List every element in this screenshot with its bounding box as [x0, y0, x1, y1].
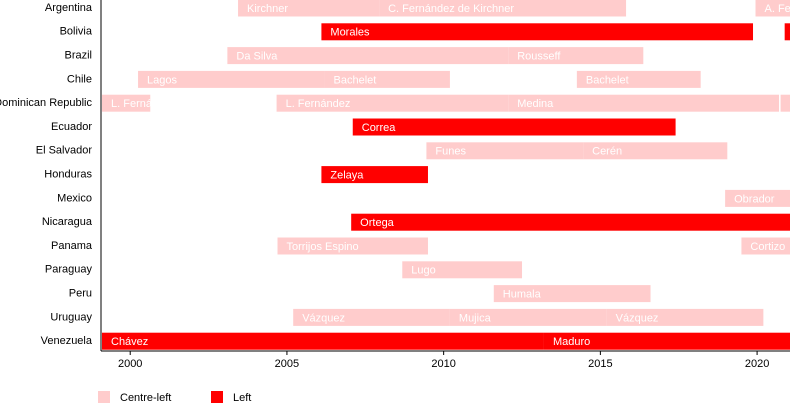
term-label: Vázquez — [616, 312, 659, 324]
term-label: Humala — [503, 289, 542, 301]
term-bar — [725, 189, 790, 207]
term-bar — [508, 47, 644, 65]
term-label: Da Silva — [236, 51, 278, 63]
term-label: Bachelet — [334, 74, 377, 86]
term-bar — [576, 70, 701, 88]
term-label: A. Fe — [765, 3, 791, 15]
term-bar — [606, 308, 764, 326]
term-bar — [543, 332, 790, 350]
term-label: Morales — [330, 27, 370, 39]
term-label: Correa — [362, 122, 397, 134]
legend-label: Left — [233, 392, 251, 404]
row-label: Venezuela — [41, 335, 93, 347]
row-label: Honduras — [44, 169, 92, 181]
term-bar — [352, 118, 676, 136]
row-label: Peru — [69, 288, 92, 300]
term-bar — [102, 332, 544, 350]
term-bar — [277, 237, 428, 255]
row-label: Panama — [51, 240, 93, 252]
term-bar — [755, 0, 790, 17]
row-label: Nicaragua — [42, 216, 93, 228]
term-label: Bachelet — [586, 74, 629, 86]
term-bar — [426, 142, 584, 160]
term-bar — [293, 308, 450, 326]
row-label: Uruguay — [50, 311, 92, 323]
term-label: Maduro — [553, 336, 590, 348]
row-label: Mexico — [57, 192, 92, 204]
term-label: Chávez — [111, 336, 148, 348]
term-label: Kirchner — [247, 3, 288, 15]
row-label: Bolivia — [60, 26, 93, 38]
row-label: Argentina — [45, 2, 93, 14]
row-label: Dominican Republic — [0, 97, 92, 109]
term-label: L. Fernández — [286, 98, 351, 110]
term-label: Cerén — [592, 146, 622, 158]
term-label: C. Fernández de Kirchner — [388, 3, 514, 15]
term-bar — [784, 23, 790, 41]
term-bar — [583, 142, 728, 160]
legend-swatch — [98, 391, 110, 403]
term-label: L. Fernán — [111, 98, 158, 110]
term-label: Vázquez — [302, 312, 345, 324]
term-bar — [780, 94, 790, 112]
row-label: Brazil — [64, 50, 92, 62]
term-bar — [493, 285, 651, 303]
term-label: Mujica — [459, 312, 492, 324]
term-bar — [351, 213, 790, 231]
term-label: Ortega — [360, 217, 395, 229]
term-label: Lagos — [147, 74, 177, 86]
term-label: Rousseff — [517, 51, 561, 63]
term-label: Lugo — [411, 265, 435, 277]
term-label: Obrador — [734, 193, 775, 205]
term-bar — [449, 308, 607, 326]
row-label: El Salvador — [36, 145, 93, 157]
row-label: Paraguay — [45, 264, 93, 276]
term-label: Zelaya — [330, 170, 364, 182]
term-bar — [508, 94, 780, 112]
x-tick-label: 2005 — [275, 358, 299, 370]
term-label: Funes — [435, 146, 466, 158]
term-bar — [102, 94, 151, 112]
term-bar — [379, 0, 627, 17]
term-bar — [138, 70, 325, 88]
term-label: Cortizo — [750, 241, 785, 253]
term-bar — [276, 94, 509, 112]
x-tick-label: 2010 — [431, 358, 455, 370]
x-tick-label: 2015 — [588, 358, 612, 370]
term-label: Medina — [517, 98, 554, 110]
x-tick-label: 2000 — [118, 358, 142, 370]
term-bar — [741, 237, 790, 255]
term-bar — [324, 70, 450, 88]
row-label: Chile — [67, 73, 92, 85]
term-bar — [238, 0, 380, 17]
x-tick-label: 2020 — [745, 358, 769, 370]
legend-label: Centre-left — [120, 392, 171, 404]
row-label: Ecuador — [51, 121, 92, 133]
term-label: Torrijos Espino — [287, 241, 359, 253]
term-bar — [227, 47, 509, 65]
legend-swatch — [211, 391, 223, 403]
term-bar — [321, 23, 754, 41]
term-bar — [402, 261, 523, 279]
term-bar — [321, 166, 428, 184]
